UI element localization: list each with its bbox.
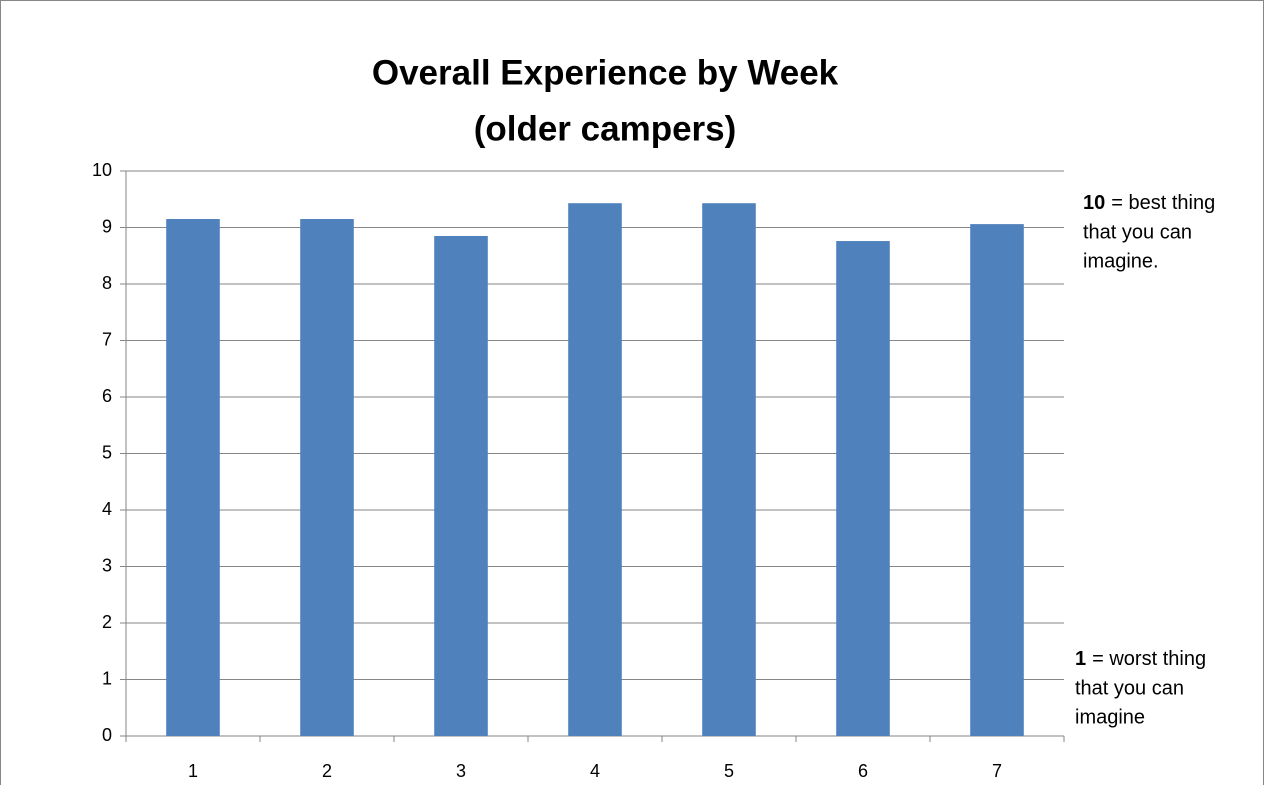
annotation: imagine	[1075, 706, 1145, 728]
x-tick-label: 1	[188, 761, 198, 781]
bar	[300, 219, 354, 736]
x-tick-label: 6	[858, 761, 868, 781]
y-tick-label: 1	[102, 668, 112, 688]
x-tick-label: 3	[456, 761, 466, 781]
bar	[166, 219, 220, 736]
y-tick-label: 8	[102, 273, 112, 293]
annotation: that you can	[1083, 221, 1192, 243]
bar	[836, 241, 890, 736]
y-tick-label: 5	[102, 442, 112, 462]
annotation-bold: 1	[1075, 648, 1086, 670]
y-tick-label: 7	[102, 329, 112, 349]
chart-title: Overall Experience by Week	[372, 53, 839, 92]
annotation: 1 = worst thing	[1075, 648, 1206, 670]
y-tick-label: 10	[92, 160, 112, 180]
bar	[568, 203, 622, 736]
y-tick-label: 2	[102, 612, 112, 632]
y-tick-label: 3	[102, 555, 112, 575]
x-tick-label: 7	[992, 761, 1002, 781]
annotation-bold: 10	[1083, 192, 1105, 214]
annotation-text: = worst thing	[1092, 648, 1206, 670]
annotation: that you can	[1075, 677, 1184, 699]
x-tick-label: 5	[724, 761, 734, 781]
bar	[434, 235, 488, 736]
bar	[970, 224, 1024, 737]
chart-title: (older campers)	[474, 109, 737, 148]
annotation-text: = best thing	[1111, 192, 1215, 214]
x-tick-label: 4	[590, 761, 600, 781]
annotation: 10 = best thing	[1083, 192, 1215, 214]
y-tick-label: 0	[102, 725, 112, 745]
bar	[702, 203, 756, 736]
x-tick-label: 2	[322, 761, 332, 781]
annotation: imagine.	[1083, 250, 1159, 272]
y-tick-label: 4	[102, 499, 112, 519]
y-tick-label: 9	[102, 216, 112, 236]
y-tick-label: 6	[102, 386, 112, 406]
